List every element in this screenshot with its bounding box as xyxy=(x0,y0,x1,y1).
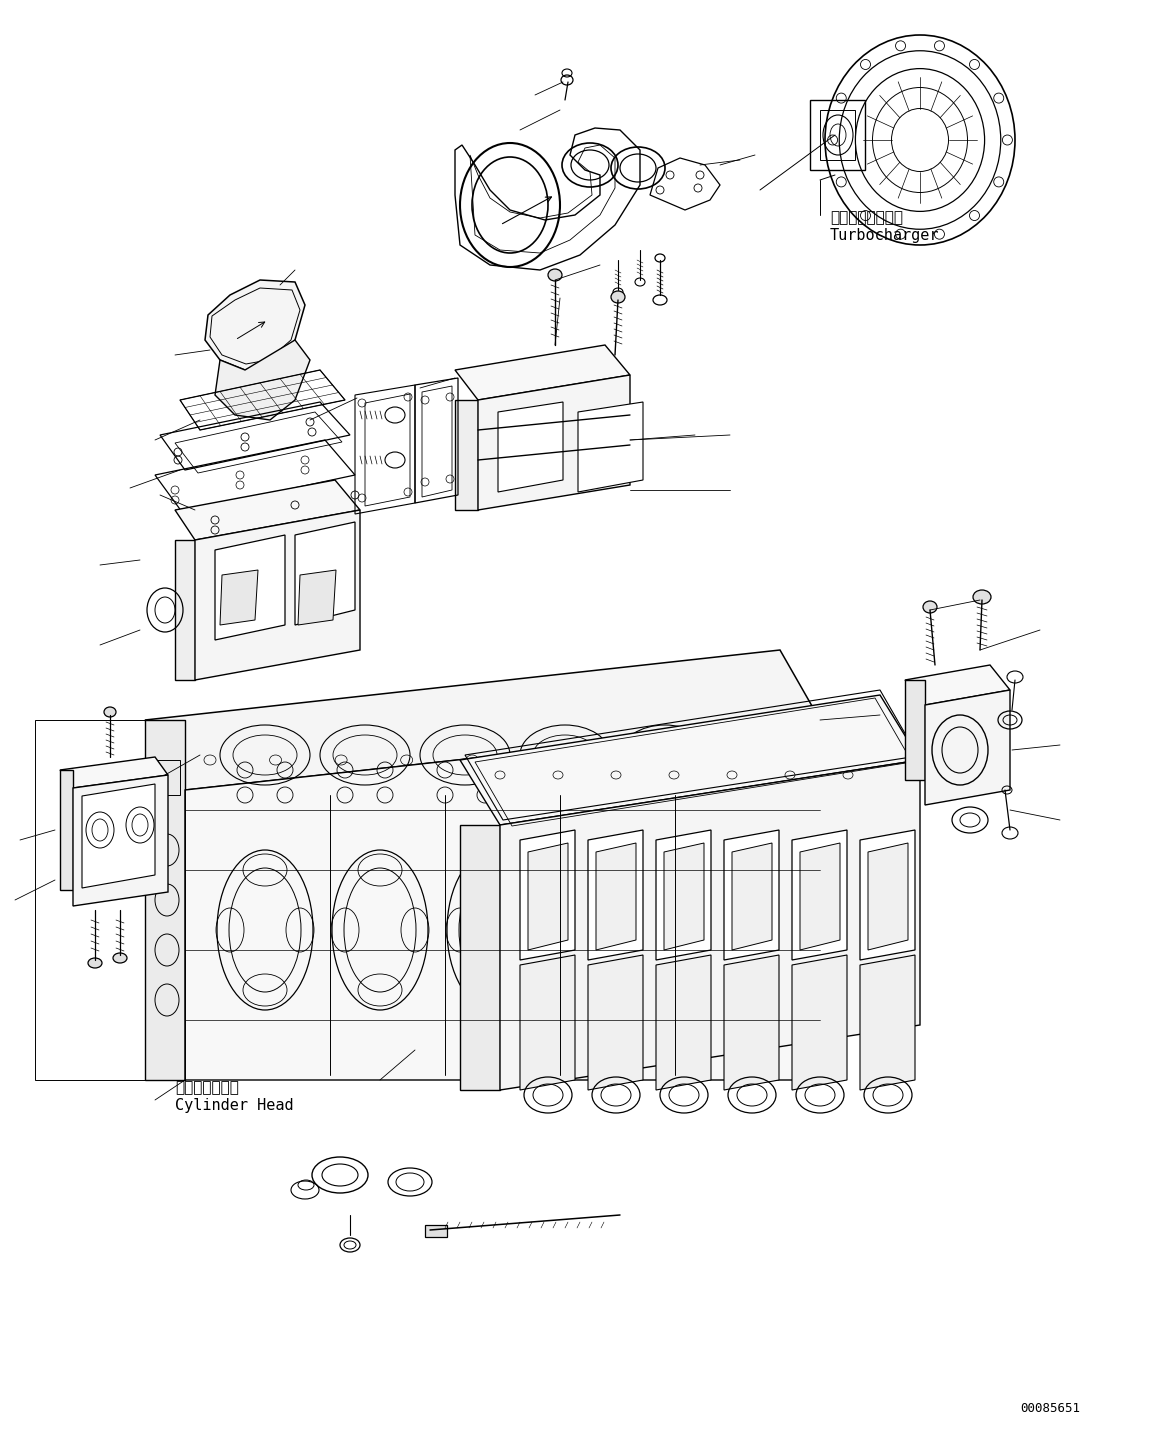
Bar xyxy=(820,111,855,160)
Text: Cylinder Head: Cylinder Head xyxy=(175,1098,294,1112)
Polygon shape xyxy=(905,665,1010,705)
Polygon shape xyxy=(60,757,168,788)
Polygon shape xyxy=(792,955,847,1091)
Polygon shape xyxy=(185,721,820,1080)
Polygon shape xyxy=(867,843,908,949)
Polygon shape xyxy=(529,843,568,949)
Text: ターボチャージャ: ターボチャージャ xyxy=(830,210,903,226)
Polygon shape xyxy=(792,830,847,960)
Polygon shape xyxy=(60,770,74,890)
Polygon shape xyxy=(905,680,925,780)
Polygon shape xyxy=(800,843,840,949)
Polygon shape xyxy=(215,534,285,641)
Polygon shape xyxy=(219,569,259,625)
Polygon shape xyxy=(859,830,915,960)
Ellipse shape xyxy=(923,601,936,613)
Polygon shape xyxy=(588,830,643,960)
Bar xyxy=(155,760,180,795)
Ellipse shape xyxy=(973,590,990,604)
Polygon shape xyxy=(74,775,168,906)
Polygon shape xyxy=(478,376,630,510)
Polygon shape xyxy=(460,695,920,826)
Text: Turbocharger: Turbocharger xyxy=(830,229,940,243)
Polygon shape xyxy=(588,955,643,1091)
Ellipse shape xyxy=(88,958,102,968)
Ellipse shape xyxy=(611,291,625,303)
Polygon shape xyxy=(656,955,711,1091)
Polygon shape xyxy=(175,540,195,680)
Polygon shape xyxy=(295,523,355,625)
Polygon shape xyxy=(175,480,360,540)
Polygon shape xyxy=(520,830,574,960)
Polygon shape xyxy=(455,400,478,510)
Polygon shape xyxy=(520,955,574,1091)
Polygon shape xyxy=(215,341,310,419)
Polygon shape xyxy=(724,830,779,960)
Ellipse shape xyxy=(113,954,128,962)
Ellipse shape xyxy=(105,708,116,716)
Bar xyxy=(810,100,865,170)
Polygon shape xyxy=(205,280,304,370)
Polygon shape xyxy=(664,843,704,949)
Polygon shape xyxy=(145,649,820,791)
Polygon shape xyxy=(500,760,920,1091)
Bar xyxy=(425,1224,447,1238)
Polygon shape xyxy=(578,402,643,492)
Polygon shape xyxy=(195,510,360,680)
Polygon shape xyxy=(656,830,711,960)
Ellipse shape xyxy=(548,269,562,281)
Polygon shape xyxy=(724,955,779,1091)
Polygon shape xyxy=(455,345,630,400)
Polygon shape xyxy=(596,843,637,949)
Polygon shape xyxy=(82,783,155,888)
Polygon shape xyxy=(925,690,1010,805)
Polygon shape xyxy=(859,955,915,1091)
Text: シリンダヘッド: シリンダヘッド xyxy=(175,1080,239,1095)
Polygon shape xyxy=(460,826,500,1091)
Polygon shape xyxy=(498,402,563,492)
Polygon shape xyxy=(145,721,185,1080)
Polygon shape xyxy=(732,843,772,949)
Polygon shape xyxy=(298,569,336,625)
Text: 00085651: 00085651 xyxy=(1020,1402,1080,1415)
Ellipse shape xyxy=(561,76,573,84)
